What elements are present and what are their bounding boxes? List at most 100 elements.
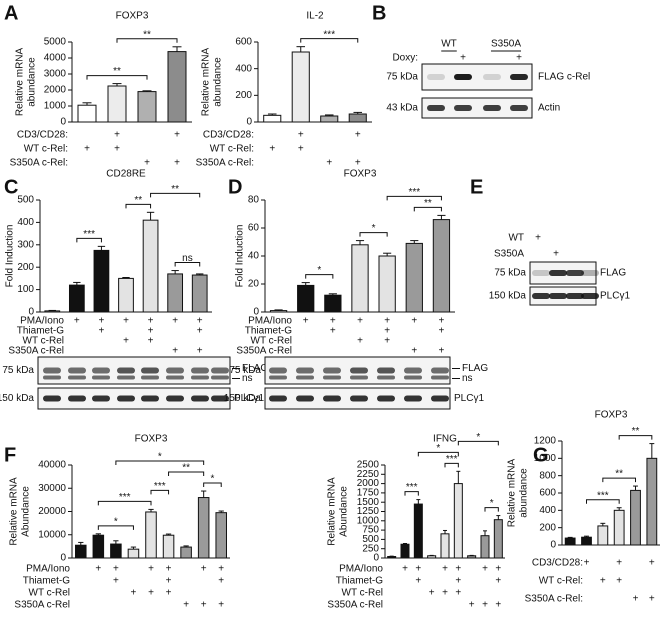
blot-band [549, 270, 567, 276]
blot-band [211, 375, 229, 380]
bar [118, 277, 134, 313]
condition-sign: + [298, 144, 304, 155]
condition-sign: + [201, 564, 207, 575]
blot-band [92, 367, 110, 374]
bar [145, 511, 157, 559]
blot-band [549, 293, 567, 299]
condition-label: WT c-Rel: [24, 144, 68, 155]
blot-band [532, 270, 550, 276]
condition-label: PMA/Iono [339, 564, 383, 575]
bar [320, 115, 339, 123]
condition-sign: + [649, 558, 655, 569]
condition-sign: + [144, 158, 150, 169]
bar [167, 51, 187, 123]
blot-band [43, 375, 61, 380]
significance-label: *** [446, 454, 458, 465]
condition-sign: + [123, 336, 129, 347]
significance-bracket [150, 489, 170, 495]
condition-sign: + [415, 576, 421, 587]
blot-band [581, 270, 599, 276]
y-axis-label: Abundance [339, 486, 350, 537]
bar [597, 525, 609, 546]
condition-sign: + [166, 576, 172, 587]
y-tick-label: 20 [248, 279, 260, 290]
condition-label: S350A c-Rel [8, 346, 64, 357]
condition-sign: + [113, 564, 119, 575]
y-tick-label: 80 [248, 195, 260, 206]
bar [93, 249, 110, 313]
condition-sign: + [439, 326, 445, 337]
condition-sign: + [495, 564, 501, 575]
blot-label: PLCγ1 [234, 393, 264, 404]
condition-sign: + [330, 326, 336, 337]
bar [646, 457, 658, 546]
significance-bracket [359, 232, 388, 237]
significance-label: * [210, 474, 214, 485]
blot-band [166, 375, 184, 380]
y-tick-label: 600 [539, 488, 556, 499]
blot-band [377, 367, 395, 374]
condition-sign: + [166, 564, 172, 575]
blot-label: FLAG [600, 268, 626, 279]
y-tick-label: 0 [373, 553, 379, 564]
blot-sign: + [535, 233, 541, 244]
y-tick-label: 2000 [44, 85, 67, 96]
bar [167, 273, 184, 313]
blot-band [166, 367, 184, 374]
blot-band [377, 395, 395, 402]
blot-band [454, 74, 472, 80]
bar [581, 536, 592, 546]
condition-sign: + [439, 316, 445, 327]
y-tick-label: 250 [362, 543, 379, 554]
y-tick-label: 1250 [357, 506, 380, 517]
blot-size: 150 kDa [0, 393, 34, 404]
blot-band [510, 105, 528, 111]
significance-bracket [457, 440, 499, 446]
condition-sign: + [172, 316, 178, 327]
bar [137, 91, 157, 123]
condition-sign: + [174, 158, 180, 169]
significance-label: *** [323, 29, 335, 40]
y-tick-label: 0 [253, 307, 259, 318]
bar [107, 85, 127, 123]
y-tick-label: 40 [248, 251, 260, 262]
significance-label: ** [632, 426, 640, 437]
bar [92, 534, 105, 559]
blot-band [350, 375, 368, 380]
significance-bracket [417, 451, 459, 457]
condition-label: PMA/Iono [20, 316, 64, 327]
y-axis-label: Fold Induction [235, 225, 246, 288]
significance-bracket [602, 477, 636, 483]
significance-label: *** [597, 490, 609, 501]
bar [291, 51, 310, 123]
condition-sign: + [649, 594, 655, 605]
condition-sign: + [197, 326, 203, 337]
condition-sign: + [357, 336, 363, 347]
chart-title: FOXP3 [116, 11, 149, 22]
condition-sign: + [455, 576, 461, 587]
y-tick-label: 30000 [38, 483, 66, 494]
blot-band [323, 367, 341, 374]
significance-label: * [372, 223, 376, 234]
blot-band [350, 395, 368, 402]
condition-label: S350A c-Rel [327, 600, 383, 611]
condition-sign: + [218, 600, 224, 611]
bar [297, 284, 315, 313]
bar [400, 543, 410, 559]
condition-sign: + [123, 316, 129, 327]
blot-size: 150 kDa [224, 393, 262, 404]
blot-band [483, 74, 501, 80]
condition-sign: + [384, 316, 390, 327]
y-axis-label: abundance [27, 57, 38, 107]
blot-band [431, 367, 449, 374]
condition-sign: + [455, 588, 461, 599]
condition-sign: + [197, 316, 203, 327]
blot-band [483, 105, 501, 111]
panel-letter: F [4, 444, 16, 466]
condition-label: S350A c-Rel [236, 346, 292, 357]
condition-sign: + [482, 564, 488, 575]
blot-band [431, 375, 449, 380]
condition-sign: + [429, 588, 435, 599]
blot-band [296, 375, 314, 380]
blot-column: S350A [491, 39, 521, 50]
